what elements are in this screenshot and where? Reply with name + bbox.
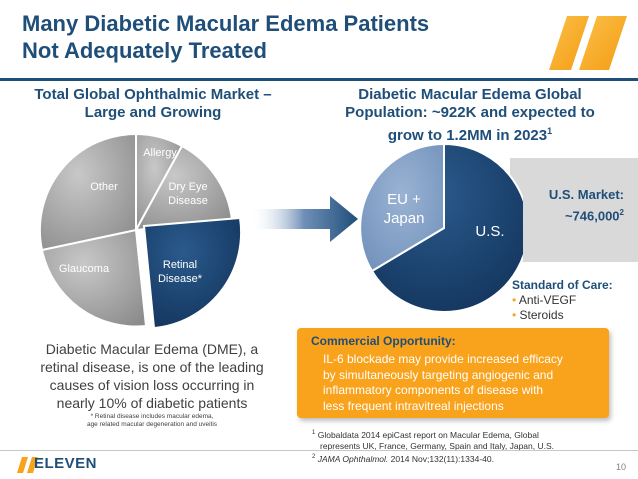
soc-title: Standard of Care:: [512, 278, 613, 292]
pie-label-dry-eye-1: Dry Eye: [168, 181, 207, 193]
opportunity-title: Commercial Opportunity:: [311, 334, 456, 348]
reference-1-text-1: Globaldata 2014 epiCast report on Macula…: [317, 429, 539, 440]
pie-label-allergy: Allergy: [143, 147, 177, 159]
soc-item-steroids: Steroids: [512, 308, 636, 323]
reference-2-sup: 2: [312, 453, 316, 460]
eleven-logo-icon: [17, 457, 38, 473]
pie-label-dry-eye-2: Disease: [168, 195, 208, 207]
pie-label-glaucoma: Glaucoma: [59, 263, 110, 275]
pie-slice-eu-japan: [359, 142, 445, 273]
page-number: 10: [615, 462, 626, 472]
us-market-value-line: ~746,0002: [549, 204, 624, 225]
pie-label-retinal-2: Disease*: [158, 273, 203, 285]
pie-slice-retinal: [142, 216, 243, 330]
us-market-band: [510, 158, 638, 262]
right-heading-line-2: Population: ~922K and expected to: [345, 104, 595, 121]
dme-description: Diabetic Macular Edema (DME), a retinal …: [22, 340, 282, 412]
pie-slice-glaucoma: [40, 228, 148, 328]
reference-2-rest: 2014 Nov;132(11):1334-40.: [388, 453, 494, 464]
pie-label-other: Other: [90, 181, 118, 193]
title-divider: [0, 78, 638, 81]
right-heading-line-1: Diabetic Macular Edema Global: [358, 86, 582, 103]
left-heading-line-1: Total Global Ophthalmic Market –: [34, 86, 272, 103]
right-arrow-icon: [250, 196, 358, 242]
reference-1-line-2: represents UK, France, Germany, Spain an…: [320, 440, 555, 451]
reference-1-line-1: 1 Globaldata 2014 epiCast report on Macu…: [312, 428, 622, 441]
us-market-value: ~746,000: [564, 208, 620, 224]
ophthalmic-market-pie: Allergy Dry Eye Disease Retinal Disease*…: [38, 132, 243, 330]
us-market-sup: 2: [619, 208, 624, 217]
opportunity-line-2: by simultaneously targeting angiogenic a…: [323, 367, 554, 382]
opportunity-body: IL-6 blockade may provide increased effi…: [323, 352, 563, 414]
title-line-1: Many Diabetic Macular Edema Patients: [22, 11, 430, 36]
stripes-logo-icon: [549, 16, 627, 70]
retinal-footnote-line-2: age related macular degeneration and uve…: [86, 421, 218, 428]
dme-line-4: nearly 10% of diabetic patients: [56, 395, 248, 411]
standard-of-care: Standard of Care: Anti-VEGF Steroids: [512, 278, 636, 323]
reference-2-journal: JAMA Ophthalmol.: [317, 453, 389, 464]
retinal-footnote: * Retinal disease includes macular edema…: [42, 413, 262, 429]
brand-name: ELEVEN: [34, 455, 98, 472]
dme-population-pie: EU + Japan U.S.: [359, 142, 523, 313]
dme-line-1: Diabetic Macular Edema (DME), a: [45, 341, 259, 357]
pie-label-eu-2: Japan: [384, 210, 425, 227]
soc-item-anti-vegf: Anti-VEGF: [512, 293, 636, 308]
title-line-2: Not Adequately Treated: [22, 38, 267, 63]
reference-1-sup: 1: [312, 430, 316, 436]
retinal-footnote-line-1: * Retinal disease includes macular edema…: [90, 413, 214, 420]
references: 1 Globaldata 2014 epiCast report on Macu…: [312, 428, 622, 465]
right-heading-line-3: grow to 1.2MM in 20231: [310, 122, 630, 145]
opportunity-line-1: IL-6 blockade may provide increased effi…: [323, 352, 563, 366]
us-market-label: U.S. Market:: [548, 187, 624, 202]
right-heading-sup: 1: [547, 126, 553, 136]
dme-line-2: retinal disease, is one of the leading: [40, 359, 264, 375]
right-column-heading: Diabetic Macular Edema Global Population…: [310, 86, 630, 145]
left-column-heading: Total Global Ophthalmic Market – Large a…: [18, 86, 288, 122]
dme-line-3: causes of vision loss occurring in: [49, 377, 255, 393]
pie-label-eu-1: EU +: [387, 191, 421, 208]
footer-divider: [0, 450, 638, 451]
pie-label-us: U.S.: [475, 223, 504, 240]
opportunity-line-4: less frequent intravitreal injections: [323, 398, 504, 413]
pie-label-retinal-1: Retinal: [163, 259, 197, 271]
pie-slice-us: [370, 142, 523, 313]
left-heading-line-2: Large and Growing: [84, 104, 222, 121]
opportunity-line-3: inflammatory components of disease with: [323, 383, 544, 397]
pie-slice-dry-eye: [134, 144, 234, 232]
commercial-opportunity-box: Commercial Opportunity: IL-6 blockade ma…: [297, 328, 609, 418]
right-heading-line-3-text: grow to 1.2MM in 2023: [387, 127, 548, 144]
us-market-callout: U.S. Market: ~746,0002: [549, 186, 624, 225]
reference-2: 2 JAMA Ophthalmol. 2014 Nov;132(11):1334…: [312, 452, 622, 465]
slide-title: Many Diabetic Macular Edema Patients Not…: [22, 10, 542, 64]
pie-slice-other: [38, 132, 137, 252]
